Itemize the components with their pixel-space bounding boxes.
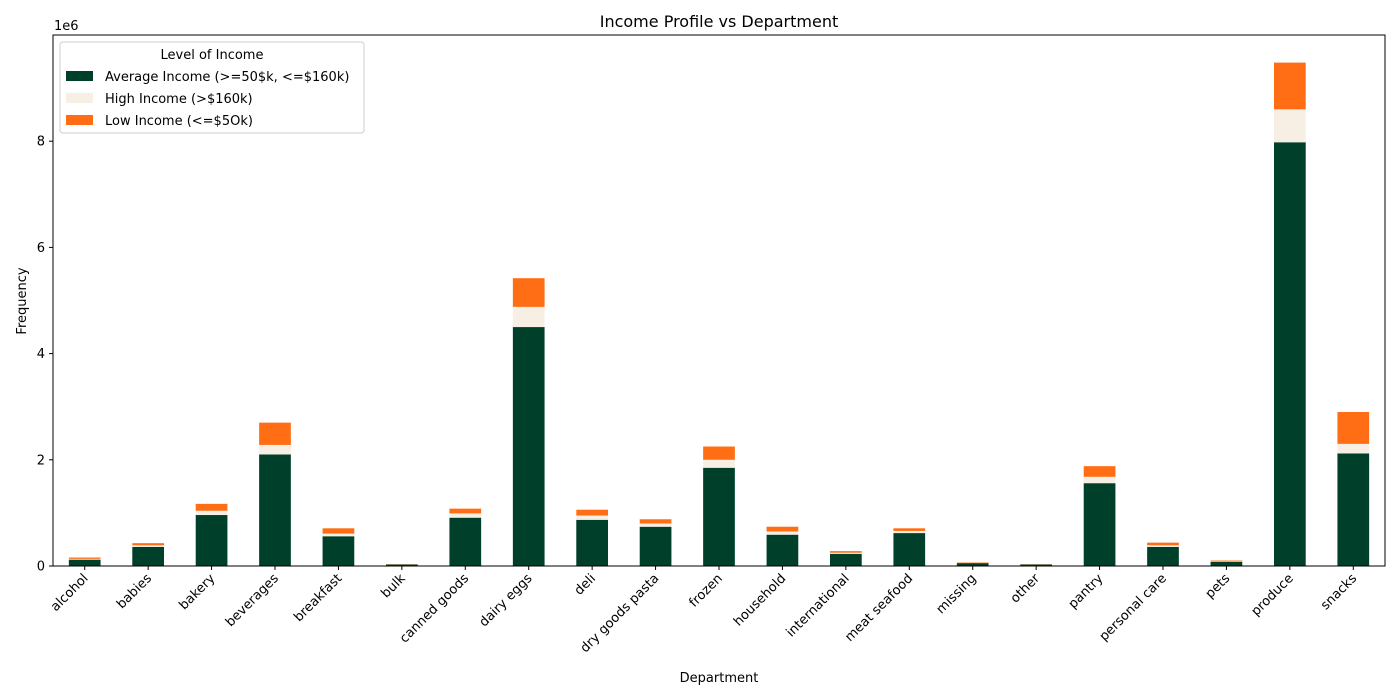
y-axis-offset-label: 1e6	[54, 19, 79, 34]
x-tick-label: snacks	[1318, 571, 1360, 613]
bar-dry-goods-pasta-series-0	[639, 526, 672, 566]
x-tick-label: bulk	[379, 571, 409, 601]
x-tick-label: missing	[934, 571, 980, 617]
bar-frozen-series-0	[703, 467, 735, 566]
x-tick-label: pets	[1203, 571, 1234, 602]
bar-dry-goods-pasta-series-2	[639, 519, 672, 524]
y-tick-label: 0	[37, 560, 45, 575]
bar-pantry-series-1	[1083, 476, 1116, 484]
bar-household-series-0	[766, 534, 799, 566]
x-tick-label: international	[784, 571, 853, 640]
bar-pantry-series-0	[1083, 483, 1116, 566]
bar-international-series-1	[830, 552, 862, 554]
bar-deli-series-1	[576, 515, 608, 520]
y-axis-label: Frequency	[15, 267, 30, 334]
bar-missing-series-0	[956, 563, 989, 566]
x-axis-label: Department	[680, 671, 759, 686]
bar-frozen-series-2	[703, 446, 735, 460]
bar-personal-care-series-2	[1147, 542, 1179, 546]
x-tick-label: frozen	[686, 571, 725, 610]
bar-alcohol-series-0	[68, 559, 101, 566]
bars-layer	[68, 62, 1370, 566]
bar-dairy-eggs-series-0	[512, 327, 545, 566]
bar-breakfast-series-1	[322, 533, 355, 537]
bar-snacks-series-1	[1337, 443, 1370, 454]
y-tick-label: 4	[37, 347, 45, 362]
bar-snacks-series-2	[1337, 412, 1370, 444]
x-tick-label: meat seafood	[842, 571, 916, 645]
bar-personal-care-series-1	[1147, 545, 1179, 547]
x-tick-label: babies	[114, 571, 155, 612]
chart-title: Income Profile vs Department	[600, 12, 839, 31]
bar-canned-goods-series-1	[449, 513, 482, 518]
x-tick-label: beverages	[223, 571, 282, 630]
x-tick-label: pantry	[1066, 571, 1107, 612]
bar-dairy-eggs-series-1	[512, 306, 545, 328]
bar-beverages-series-0	[259, 454, 291, 566]
bar-pantry-series-2	[1083, 466, 1116, 477]
bar-meat-seafood-series-0	[893, 533, 926, 566]
x-tick-label: personal care	[1097, 571, 1170, 644]
bar-international-series-2	[830, 551, 862, 553]
bar-meat-seafood-series-2	[893, 528, 926, 531]
bar-frozen-series-1	[703, 459, 735, 468]
y-tick-label: 2	[37, 453, 45, 468]
bar-produce-series-1	[1274, 109, 1306, 143]
x-tick-label: deli	[572, 571, 599, 598]
bar-bakery-series-2	[195, 503, 228, 511]
bar-personal-care-series-0	[1147, 546, 1179, 566]
bar-beverages-series-2	[259, 422, 291, 445]
bar-snacks-series-0	[1337, 453, 1370, 566]
x-tick-label: dairy eggs	[477, 571, 536, 630]
bar-produce-series-0	[1274, 142, 1306, 566]
bar-beverages-series-1	[259, 444, 291, 455]
bar-bulk-series-0	[386, 564, 418, 566]
legend-entry-label: High Income (>$160k)	[105, 92, 253, 107]
bar-babies-series-2	[132, 543, 164, 546]
x-tick-label: alcohol	[48, 571, 91, 614]
bar-bakery-series-0	[195, 515, 228, 566]
bar-babies-series-0	[132, 546, 164, 566]
bar-breakfast-series-2	[322, 528, 355, 534]
bar-deli-series-0	[576, 519, 608, 566]
bar-meat-seafood-series-1	[893, 530, 926, 534]
x-tick-label: household	[731, 571, 789, 629]
bar-pets-series-2	[1210, 560, 1243, 562]
bar-canned-goods-series-2	[449, 508, 482, 514]
bar-household-series-1	[766, 531, 799, 535]
bar-alcohol-series-2	[68, 557, 101, 559]
legend-swatch	[66, 93, 93, 103]
legend-title: Level of Income	[161, 48, 264, 63]
legend-swatch	[66, 71, 93, 81]
bar-produce-series-2	[1274, 62, 1306, 110]
bar-bakery-series-1	[195, 510, 228, 516]
x-tick-label: breakfast	[291, 571, 345, 625]
x-tick-label: bakery	[176, 571, 218, 613]
bar-canned-goods-series-0	[449, 517, 482, 566]
bar-breakfast-series-0	[322, 536, 355, 566]
bar-alcohol-series-1	[68, 558, 101, 560]
y-tick-label: 6	[37, 241, 45, 256]
legend-swatch	[66, 115, 93, 125]
x-tick-label: canned goods	[397, 571, 472, 646]
bar-dry-goods-pasta-series-1	[639, 523, 672, 527]
bar-international-series-0	[830, 553, 862, 566]
legend-entry-label: Low Income (<=$5Ok)	[105, 114, 253, 129]
y-tick-label: 8	[37, 135, 45, 150]
legend: Level of Income Average Income (>=50$k, <…	[59, 41, 365, 134]
legend-entry-label: Average Income (>=50$k, <=$160k)	[105, 70, 349, 85]
x-tick-label: other	[1008, 571, 1044, 607]
bar-household-series-2	[766, 526, 799, 532]
bar-pets-series-0	[1210, 561, 1243, 566]
bar-deli-series-2	[576, 509, 608, 516]
bar-other-series-0	[1020, 564, 1052, 566]
bar-dairy-eggs-series-2	[512, 278, 545, 307]
x-tick-label: produce	[1249, 571, 1297, 619]
legend-box	[59, 41, 365, 134]
bar-babies-series-1	[132, 545, 164, 547]
